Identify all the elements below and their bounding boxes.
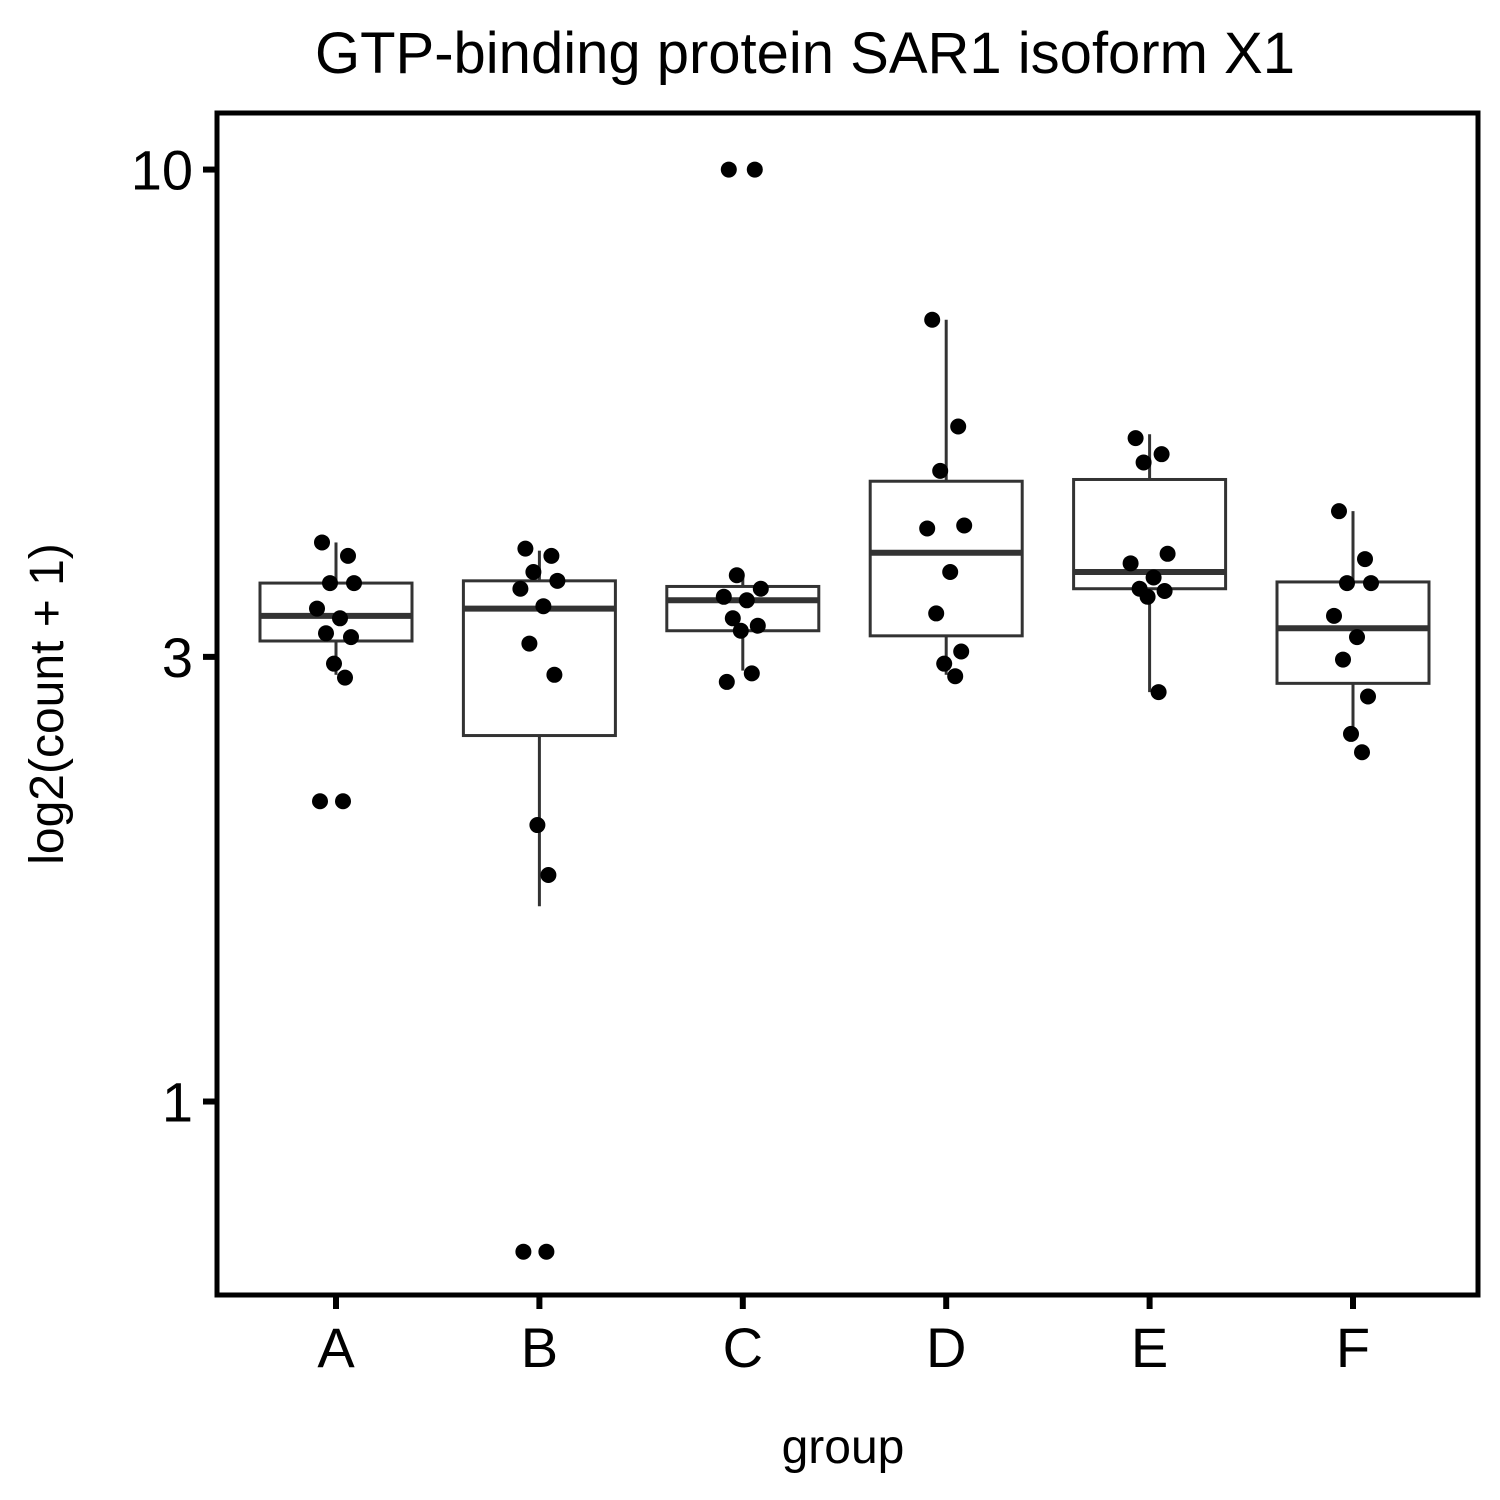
data-point	[1354, 744, 1370, 761]
data-point	[1156, 583, 1173, 600]
data-point	[1150, 684, 1167, 701]
data-point	[515, 1243, 532, 1260]
x-tick-label: D	[926, 1316, 966, 1379]
data-point	[549, 572, 566, 589]
data-point	[728, 567, 745, 584]
plot-panel-border	[214, 110, 1481, 1298]
x-axis-title: group	[782, 1421, 905, 1474]
data-point	[746, 161, 763, 178]
data-point	[1357, 551, 1373, 568]
data-point	[715, 588, 732, 605]
box-B	[461, 550, 617, 907]
y-tick-label: 10	[131, 139, 193, 202]
x-tick-label: C	[723, 1316, 763, 1379]
y-axis: 1 3 10	[131, 139, 217, 1134]
data-point	[343, 629, 359, 646]
data-point	[1339, 575, 1355, 592]
data-point	[1363, 575, 1379, 592]
x-axis: A B C D E F	[317, 1295, 1370, 1379]
points-A	[309, 534, 362, 810]
data-point	[732, 622, 749, 639]
box-A	[258, 542, 414, 675]
y-axis-title: log2(count + 1)	[21, 543, 74, 865]
y-tick-label: 1	[162, 1071, 193, 1134]
data-point	[752, 580, 769, 597]
data-point	[932, 462, 949, 479]
data-point	[956, 517, 973, 534]
data-point	[718, 673, 735, 690]
points-E	[1122, 430, 1176, 701]
data-point	[1127, 430, 1144, 447]
data-point	[309, 600, 325, 617]
data-point	[332, 610, 348, 627]
data-point	[318, 625, 334, 642]
y-tick-label: 3	[162, 626, 193, 689]
x-tick-label: E	[1131, 1316, 1168, 1379]
data-point	[546, 666, 563, 683]
data-point	[525, 563, 542, 580]
data-point	[340, 547, 356, 564]
data-point	[517, 540, 534, 557]
data-point	[936, 655, 953, 672]
data-point	[529, 817, 546, 834]
data-point	[312, 793, 328, 810]
data-point	[1139, 588, 1156, 605]
plot-area	[258, 161, 1431, 1260]
data-point	[928, 605, 945, 622]
data-point	[1331, 503, 1347, 520]
box-C	[665, 574, 821, 671]
x-tick-label: F	[1336, 1316, 1370, 1379]
data-point	[743, 665, 760, 682]
box-E	[1072, 434, 1228, 693]
data-point	[540, 867, 557, 884]
data-point	[1145, 569, 1162, 586]
x-tick-label: B	[521, 1316, 558, 1379]
data-point	[1360, 688, 1376, 705]
data-point	[535, 598, 552, 615]
data-point	[1122, 555, 1139, 572]
x-tick-label: A	[317, 1316, 355, 1379]
box-D	[868, 319, 1024, 675]
data-point	[1135, 454, 1152, 471]
data-point	[924, 311, 941, 328]
points-D	[919, 311, 973, 685]
data-point	[322, 575, 338, 592]
iqr-box	[868, 479, 1024, 638]
data-point	[950, 418, 967, 435]
data-point	[538, 1243, 555, 1260]
box-F	[1275, 511, 1431, 731]
data-point	[346, 575, 362, 592]
data-point	[512, 580, 529, 597]
data-point	[749, 617, 766, 634]
data-point	[1326, 607, 1342, 624]
points-F	[1326, 503, 1379, 761]
data-point	[953, 643, 970, 660]
data-point	[720, 161, 737, 178]
data-point	[1343, 725, 1359, 742]
chart-title: GTP-binding protein SAR1 isoform X1	[315, 21, 1295, 86]
data-point	[738, 592, 755, 609]
data-point	[919, 520, 936, 537]
data-point	[1349, 629, 1365, 646]
data-point	[314, 534, 330, 551]
data-point	[1153, 446, 1170, 463]
data-point	[1159, 545, 1176, 562]
data-point	[337, 669, 353, 686]
data-point	[326, 655, 342, 672]
data-point	[335, 793, 351, 810]
data-point	[724, 610, 741, 627]
points-B	[512, 540, 566, 1260]
data-point	[942, 563, 959, 580]
data-point	[543, 547, 560, 564]
data-point	[1335, 651, 1351, 668]
data-point	[947, 668, 964, 685]
data-point	[521, 635, 538, 652]
points-C	[715, 161, 769, 690]
